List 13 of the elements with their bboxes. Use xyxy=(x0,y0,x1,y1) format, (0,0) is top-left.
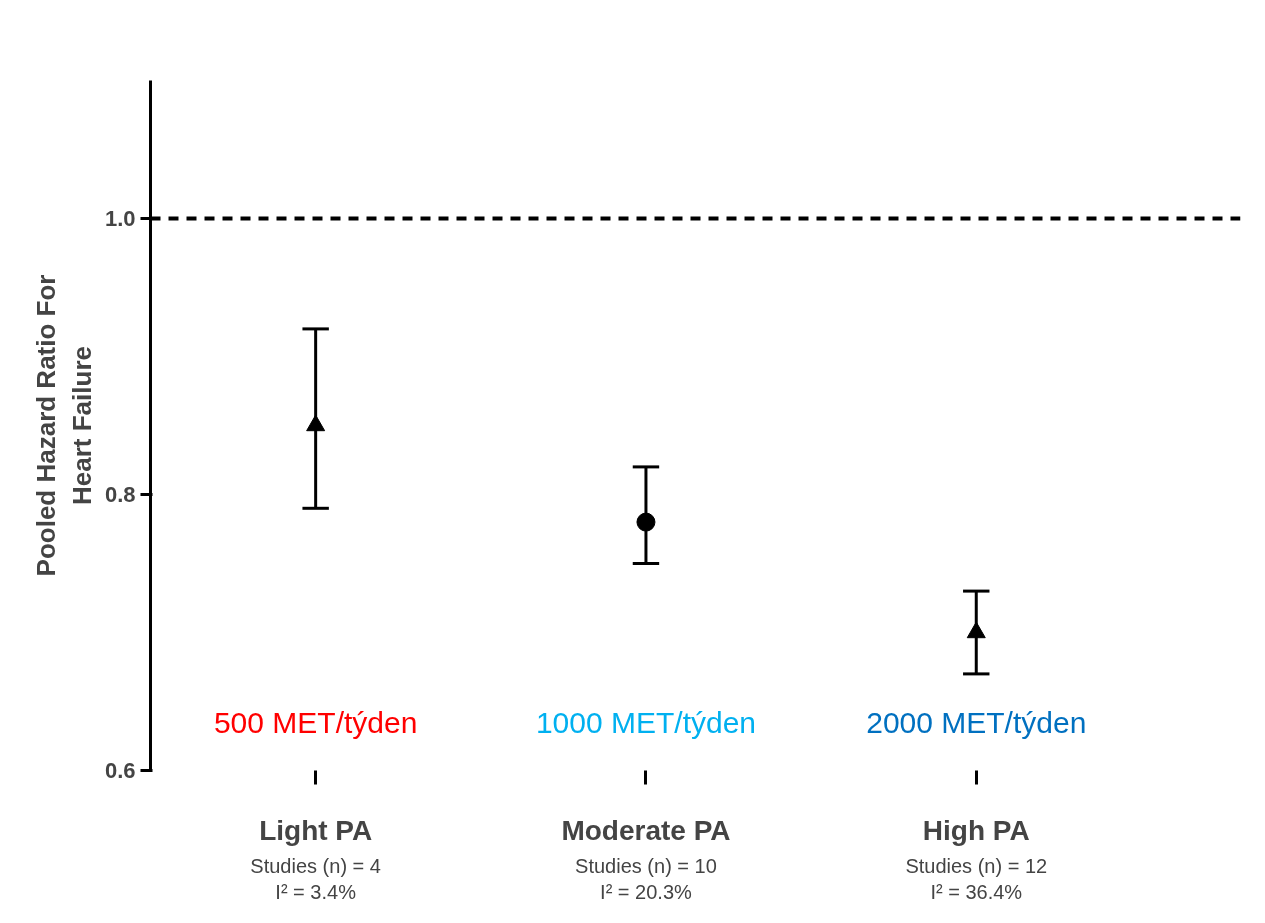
y-tick-label: 1.0 xyxy=(104,206,136,231)
y-axis-title: Pooled Hazard Ratio For Heart Failure xyxy=(30,274,97,577)
text: Studies (n) = 4 I² = 3.4% xyxy=(250,854,381,903)
text: Studies (n) = 10 I² = 20.3% xyxy=(575,854,717,903)
annotation: 2000 MET/týden xyxy=(866,705,1087,739)
x-tick-label: High PA xyxy=(922,814,1030,846)
y-tick-label: 0.6 xyxy=(104,758,136,783)
annotation: 500 MET/týden xyxy=(213,705,418,739)
annotation: 1000 MET/týden xyxy=(535,705,757,739)
text: Studies (n) = 12 I² = 36.4% xyxy=(905,854,1048,903)
x-tick-label: Moderate PA xyxy=(561,814,731,846)
y-tick-label: 0.8 xyxy=(104,482,136,507)
x-tick-label: Light PA xyxy=(259,814,373,846)
